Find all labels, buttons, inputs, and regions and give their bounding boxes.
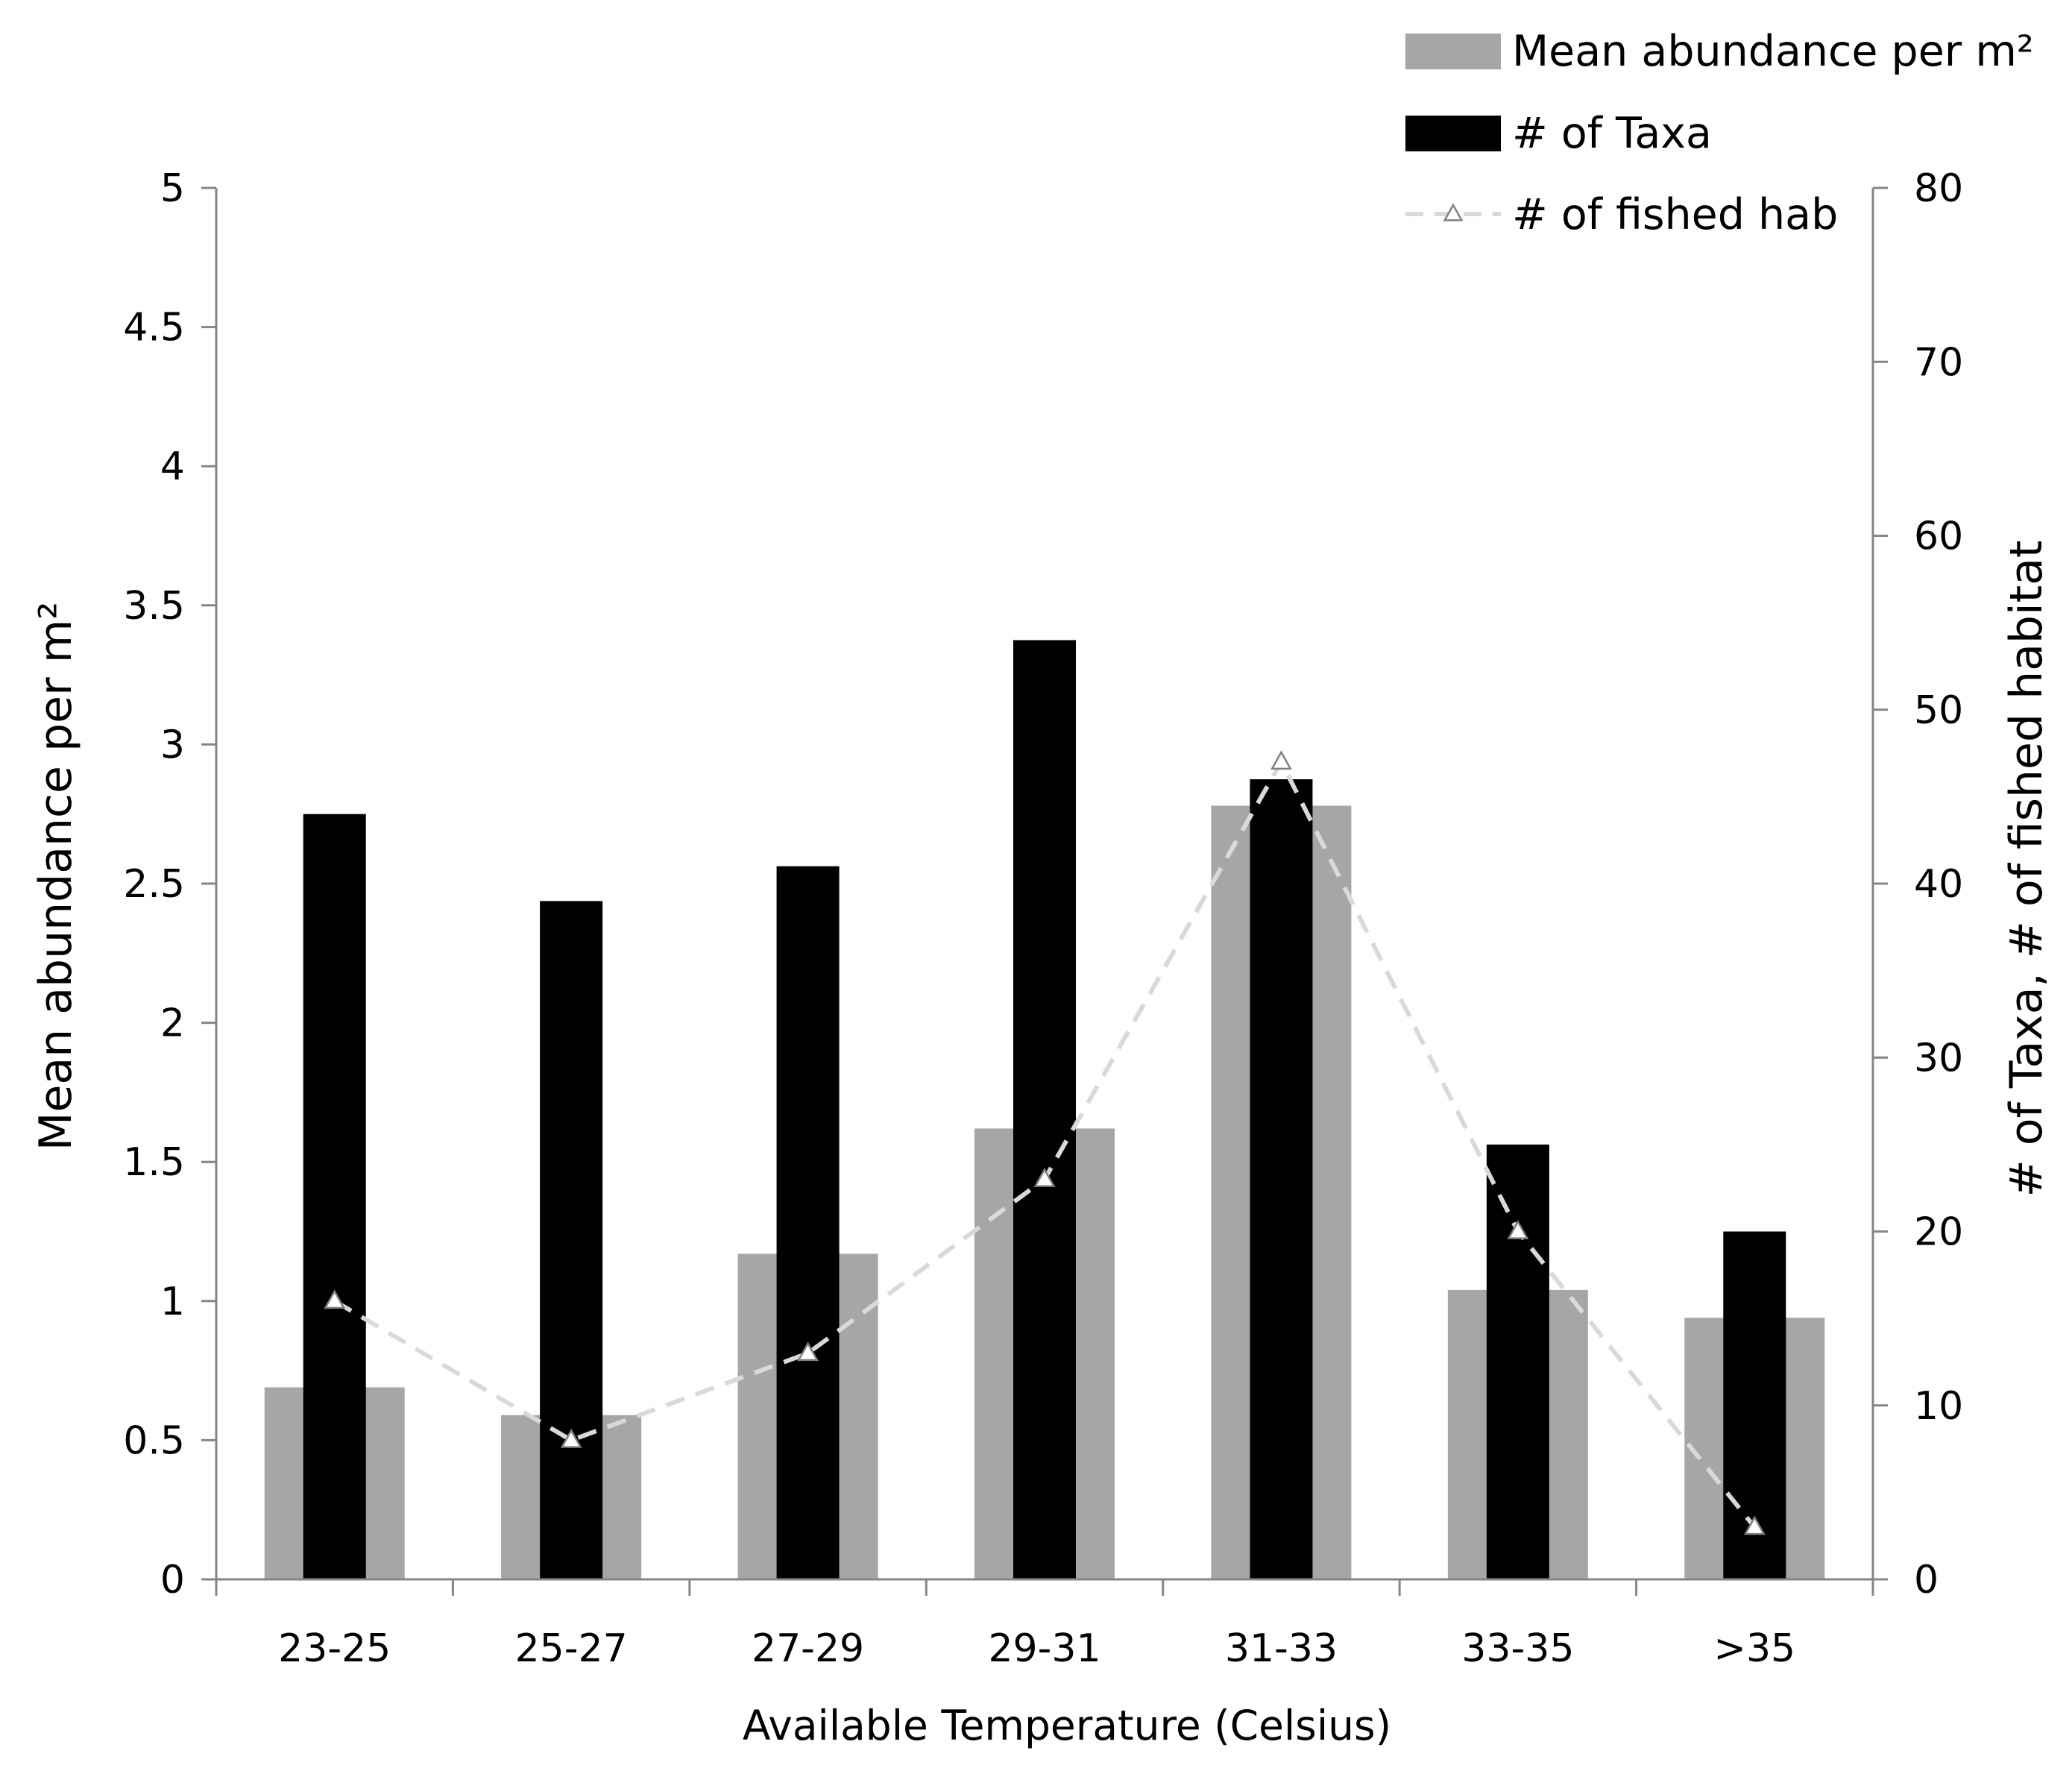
x-tick-label: >35 bbox=[1713, 1626, 1795, 1671]
y-tick-label: 5 bbox=[160, 166, 185, 211]
point-fished-habitat bbox=[560, 1428, 582, 1448]
x-tick-label: 33-35 bbox=[1461, 1626, 1574, 1671]
x-tick-label: 29-31 bbox=[988, 1626, 1100, 1671]
y2-tick-label: 40 bbox=[1914, 862, 1963, 907]
bar-num-taxa bbox=[776, 866, 840, 1579]
y-tick-label: 2 bbox=[160, 1001, 185, 1046]
y-tick-label: 0 bbox=[160, 1558, 185, 1602]
x-tick-label: 23-25 bbox=[278, 1626, 391, 1671]
y-tick-label: 3 bbox=[160, 723, 185, 767]
y-axis-title: Mean abundance per m² bbox=[30, 602, 82, 1151]
y-tick-label: 3.5 bbox=[123, 584, 185, 629]
point-fished-habitat bbox=[797, 1341, 819, 1362]
legend-label-num-taxa: # of Taxa bbox=[1512, 109, 1712, 158]
legend-swatch-num-taxa bbox=[1405, 116, 1501, 151]
x-tick-label: 31-33 bbox=[1225, 1626, 1338, 1671]
x-tick-label: 25-27 bbox=[515, 1626, 628, 1671]
plot-area bbox=[264, 640, 1825, 1580]
y2-tick-label: 20 bbox=[1914, 1210, 1963, 1255]
y-tick-label: 1 bbox=[160, 1280, 185, 1324]
bar-num-taxa bbox=[540, 901, 603, 1579]
bar-num-taxa bbox=[303, 814, 366, 1579]
y2-tick-label: 50 bbox=[1914, 688, 1963, 733]
point-fished-habitat bbox=[1270, 750, 1292, 770]
bar-num-taxa bbox=[1013, 640, 1076, 1580]
y-tick-label: 4.5 bbox=[123, 306, 185, 350]
y2-tick-label: 70 bbox=[1914, 340, 1963, 385]
y-tick-label: 0.5 bbox=[123, 1418, 185, 1463]
y2-tick-label: 80 bbox=[1914, 166, 1963, 211]
bar-num-taxa bbox=[1250, 779, 1313, 1579]
y-tick-label: 4 bbox=[160, 444, 185, 489]
legend: Mean abundance per m² # of Taxa # of fishe… bbox=[1405, 27, 2034, 239]
y2-tick-label: 30 bbox=[1914, 1036, 1963, 1080]
y2-tick-label: 10 bbox=[1914, 1384, 1963, 1429]
point-fished-habitat bbox=[1033, 1167, 1056, 1187]
x-axis-title: Available Temperature (Celsius) bbox=[743, 1702, 1391, 1749]
bar-num-taxa bbox=[1486, 1144, 1549, 1579]
axes: 00.511.522.533.544.550102030405060708023… bbox=[123, 166, 1963, 1671]
legend-label-fished-habitat: # of fished hab bbox=[1512, 190, 1838, 239]
y2-tick-label: 60 bbox=[1914, 515, 1963, 559]
point-fished-habitat bbox=[324, 1289, 346, 1309]
point-fished-habitat bbox=[1743, 1515, 1766, 1535]
point-fished-habitat bbox=[1507, 1219, 1529, 1239]
y2-axis-title: # of Taxa, # of fished habitat bbox=[2000, 541, 2053, 1198]
y-tick-label: 1.5 bbox=[123, 1140, 185, 1185]
legend-label-mean-abundance: Mean abundance per m² bbox=[1512, 27, 2034, 76]
legend-swatch-mean-abundance bbox=[1405, 34, 1501, 69]
x-tick-label: 27-29 bbox=[752, 1626, 864, 1671]
y2-tick-label: 0 bbox=[1914, 1558, 1939, 1602]
legend-marker-fished-habitat bbox=[1443, 203, 1464, 221]
y-tick-label: 2.5 bbox=[123, 862, 185, 907]
